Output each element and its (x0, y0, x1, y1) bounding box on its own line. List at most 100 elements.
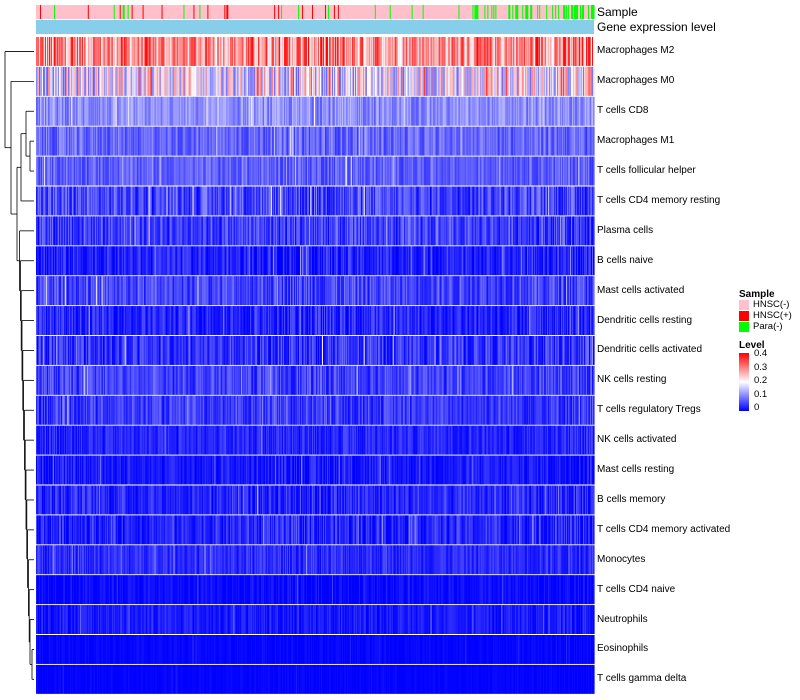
heatmap-cell (56, 37, 59, 66)
sample-annotation-cell (390, 5, 393, 19)
heatmap-cell (456, 37, 459, 66)
heatmap-cell (342, 37, 345, 66)
heatmap-cell (381, 37, 384, 66)
heatmap-cell (48, 37, 51, 66)
heatmap-cell (94, 37, 97, 66)
heatmap-cell (339, 37, 342, 66)
sample-annotation-cell (577, 5, 579, 19)
sample-annotation-cell (263, 5, 265, 19)
sample-annotation-cell (232, 5, 234, 19)
sample-annotation-cell (546, 5, 548, 19)
heatmap-cell (62, 37, 65, 66)
sample-annotation-cell (253, 5, 255, 19)
heatmap-cell (358, 37, 361, 66)
heatmap-cell (395, 37, 398, 66)
sample-annotation-cell (157, 5, 160, 19)
heatmap-cell (361, 37, 364, 66)
sample-annotation-cell (266, 5, 268, 19)
sample-annotation-cell (53, 5, 56, 19)
sample-annotation-cell (484, 5, 486, 19)
sample-annotation-cell (375, 5, 378, 19)
heatmap-cell (491, 37, 493, 66)
heatmap-cell (208, 37, 210, 66)
sample-annotation-cell (319, 5, 322, 19)
heatmap-cell (380, 37, 383, 66)
sample-annotation-cell (449, 5, 452, 19)
sample-annotation-cell (64, 5, 67, 19)
heatmap-cell (466, 37, 469, 66)
heatmap-cell (413, 37, 416, 66)
heatmap-cell (480, 37, 483, 66)
sample-annotation-cell (592, 5, 594, 19)
heatmap-cell (510, 37, 512, 66)
heatmap-cell (463, 37, 466, 66)
heatmap-cell (268, 37, 270, 66)
sample-annotation-cell (414, 5, 417, 19)
heatmap-cell (345, 37, 348, 66)
sample-annotation-cell (271, 5, 273, 19)
sample-annotation-cell (289, 5, 291, 19)
heatmap-cell (426, 37, 429, 66)
heatmap-cell (134, 37, 137, 66)
heatmap-cell (213, 37, 215, 66)
sample-annotation-cell (246, 5, 248, 19)
heatmap-cell (437, 37, 440, 66)
sample-annotation-cell (202, 5, 204, 19)
heatmap-cell (288, 37, 290, 66)
heatmap-cell (455, 37, 458, 66)
heatmap-cell (141, 37, 144, 66)
heatmap-cell (291, 37, 293, 66)
sample-annotation-cell (145, 5, 148, 19)
heatmap-cell (360, 37, 363, 66)
heatmap-cell (159, 37, 162, 66)
sample-annotation-cell (55, 5, 58, 19)
heatmap-cell (244, 37, 246, 66)
sample-annotation-cell (57, 5, 60, 19)
sample-annotation-cell (108, 5, 111, 19)
sample-annotation-cell (284, 5, 286, 19)
heatmap-cell (376, 37, 379, 66)
heatmap-cell (60, 37, 63, 66)
heatmap-cell (438, 37, 441, 66)
heatmap-cell (219, 37, 221, 66)
heatmap-cell (316, 37, 319, 66)
heatmap-cell (128, 37, 131, 66)
heatmap-cell (168, 37, 171, 66)
heatmap-cell (66, 37, 69, 66)
heatmap-cell (95, 37, 98, 66)
sample-annotation-cell (190, 5, 193, 19)
sample-annotation-cell (124, 5, 127, 19)
sample-annotation-cell (535, 5, 537, 19)
heatmap-cell (281, 37, 283, 66)
sample-annotation-cell (582, 5, 584, 19)
sample-annotation-cell (155, 5, 158, 19)
heatmap-cell (151, 37, 154, 66)
heatmap-cell (419, 37, 422, 66)
heatmap-cell (232, 37, 234, 66)
heatmap-cell (39, 37, 42, 66)
heatmap-cell (76, 37, 79, 66)
heatmap-cell (572, 37, 574, 66)
heatmap-cell (593, 66, 595, 96)
sample-annotation-cell (299, 5, 301, 19)
heatmap-cell (551, 37, 553, 66)
heatmap-cell (287, 37, 289, 66)
heatmap-cell (423, 37, 426, 66)
heatmap-cell (508, 37, 510, 66)
sample-annotation-cell (367, 5, 370, 19)
sample-annotation-cell (447, 5, 450, 19)
sample-annotation-cell (66, 5, 69, 19)
sample-annotation-cell (370, 5, 373, 19)
sample-annotation-cell (87, 5, 90, 19)
heatmap-row (36, 126, 595, 156)
sample-annotation-cell (245, 5, 247, 19)
sample-annotation-cell (171, 5, 174, 19)
heatmap-cell (486, 37, 488, 66)
sample-annotation-cell (242, 5, 244, 19)
heatmap-cell (180, 37, 183, 66)
sample-annotation-cell (518, 5, 520, 19)
sample-annotation-cell (51, 5, 54, 19)
sample-annotation-cell (235, 5, 237, 19)
sample-annotation-cell (328, 5, 331, 19)
heatmap-cell (425, 37, 428, 66)
